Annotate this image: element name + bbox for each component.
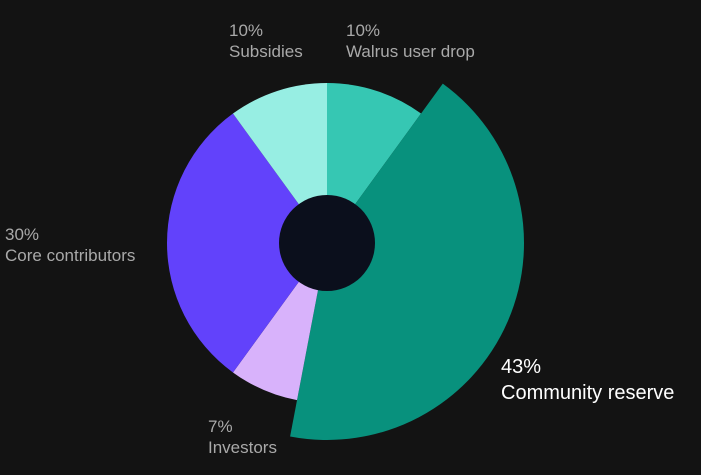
category-label: Walrus user drop xyxy=(346,42,475,61)
percent-label: 7% xyxy=(208,417,233,436)
slice-label-investors: 7% Investors xyxy=(208,416,277,458)
category-label: Core contributors xyxy=(5,246,136,265)
pie-slice-core-contributors xyxy=(166,113,327,373)
slice-label-subsidies: 10% Subsidies xyxy=(229,20,303,62)
percent-label: 43% xyxy=(501,356,542,378)
donut-hole xyxy=(279,195,375,291)
slice-label-walrus-user-drop: 10% Walrus user drop xyxy=(346,20,475,62)
percent-label: 10% xyxy=(229,21,264,40)
slice-label-community-reserve: 43% Community reserve xyxy=(501,354,674,406)
percent-label: 10% xyxy=(346,21,381,40)
category-label: Subsidies xyxy=(229,42,303,61)
slice-label-core-contributors: 30% Core contributors xyxy=(5,224,135,266)
category-label: Community reserve xyxy=(501,382,675,404)
percent-label: 30% xyxy=(5,225,40,244)
pie-slice-community-reserve xyxy=(290,83,524,440)
category-label: Investors xyxy=(208,438,277,457)
